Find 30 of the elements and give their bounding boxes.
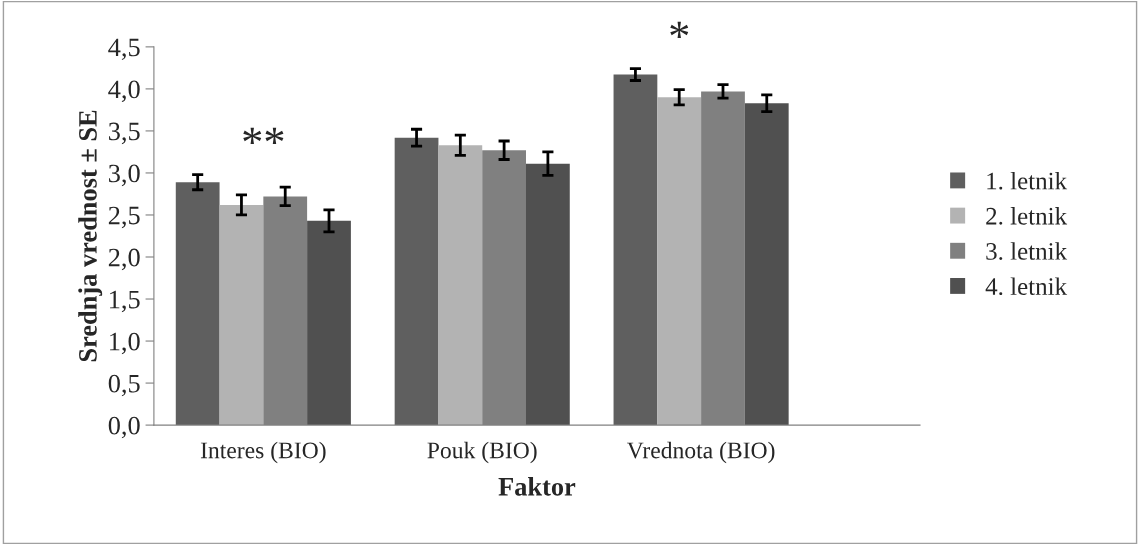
y-tick-label: 4,0 [108, 80, 140, 103]
x-tick-label: Pouk (BIO) [427, 441, 537, 464]
y-tick-label: 0,0 [108, 416, 140, 439]
bar [394, 137, 439, 426]
y-axis-title: Srednja vrednost ± SE [78, 110, 103, 362]
bar [657, 97, 702, 426]
y-tick-label: 0,5 [108, 374, 140, 397]
y-tick-label: 3,5 [108, 122, 140, 145]
text: * [670, 21, 689, 39]
legend-label: 1. letnik [987, 171, 1068, 190]
y-tick-label: 2,0 [108, 248, 140, 271]
annotation: ** [243, 127, 284, 145]
bar [175, 182, 220, 426]
legend-label: 3. letnik [986, 242, 1068, 260]
y-tick-label: 3,0 [108, 164, 140, 187]
x-axis-title: Faktor [498, 477, 576, 496]
legend-label: 4. letnik [985, 277, 1068, 296]
y-tick-label: 4,5 [108, 38, 140, 61]
bar [526, 163, 570, 426]
y-tick-label: 1,0 [110, 332, 140, 355]
bar [613, 74, 658, 426]
y-tick-label: 1,5 [110, 290, 140, 313]
x-tick-label: Interes (BIO) [200, 441, 326, 464]
x-tick-label: Vrednota (BIO) [627, 441, 775, 464]
bar [438, 145, 483, 426]
legend-label: 2. letnik [986, 207, 1068, 225]
bar [307, 220, 351, 426]
bar [744, 103, 789, 426]
y-tick-label: 2,5 [108, 206, 140, 229]
bar [219, 204, 264, 426]
